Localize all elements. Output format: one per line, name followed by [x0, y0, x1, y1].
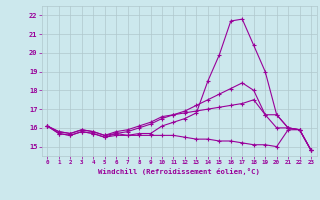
X-axis label: Windchill (Refroidissement éolien,°C): Windchill (Refroidissement éolien,°C): [98, 168, 260, 175]
